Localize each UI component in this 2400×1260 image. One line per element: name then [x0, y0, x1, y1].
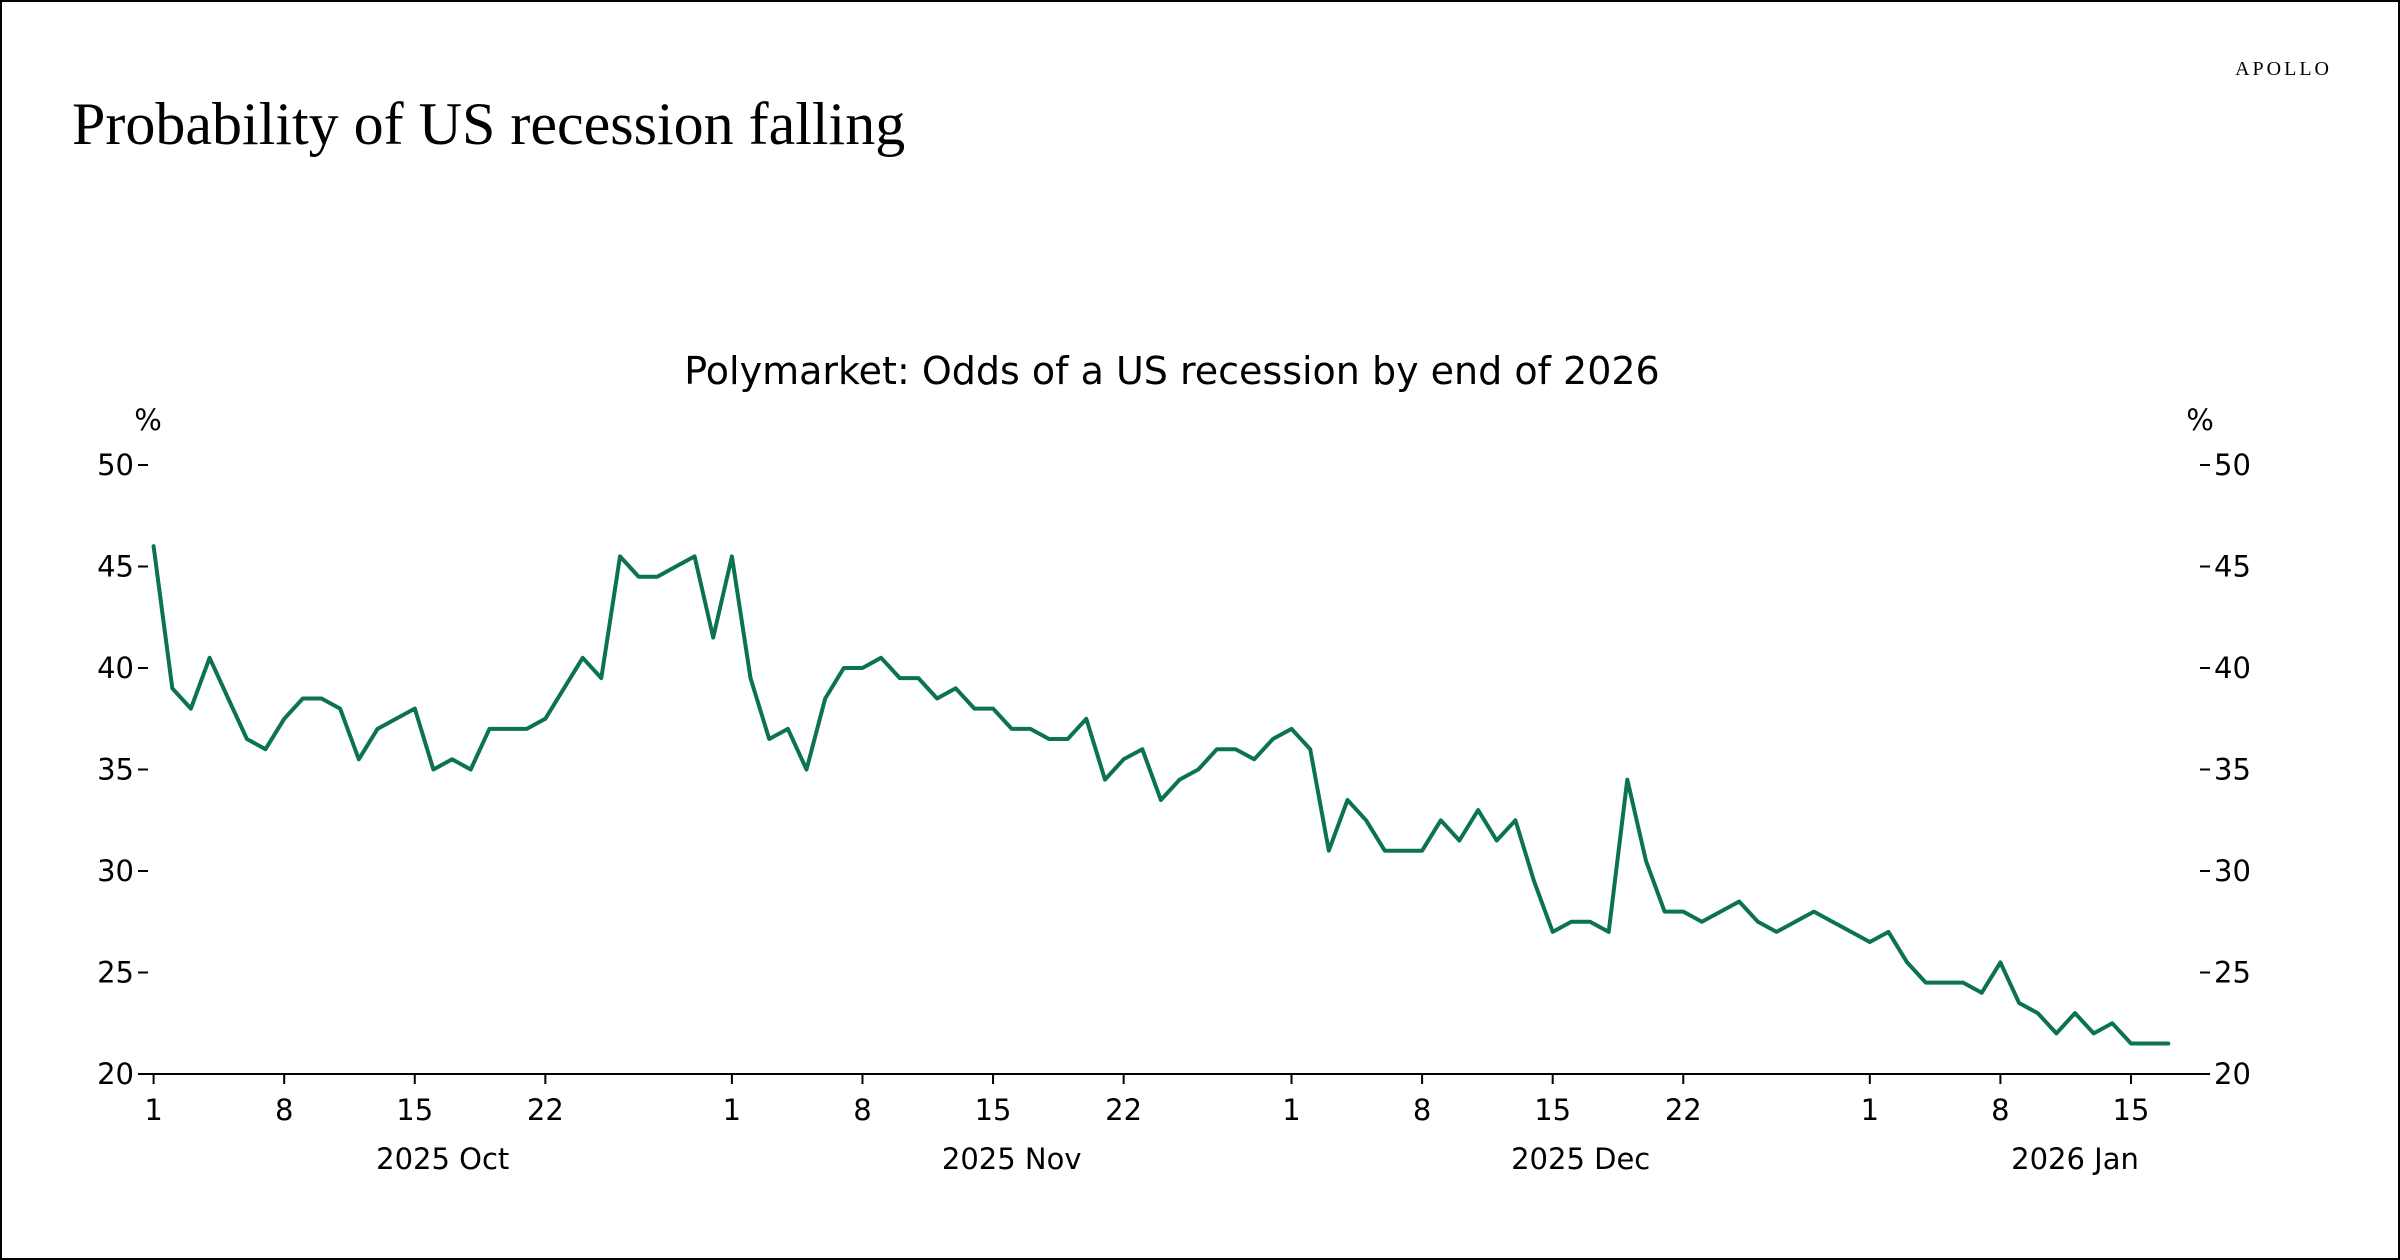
x-month-label: 2025 Nov: [942, 1142, 1082, 1176]
x-tick-label: 22: [1105, 1093, 1142, 1127]
y-tick-label-left: 35: [97, 753, 134, 787]
y-tick-label-right: 45: [2214, 550, 2251, 584]
y-tick-label-left: 25: [97, 956, 134, 990]
y-tick-label-right: 20: [2214, 1057, 2251, 1091]
x-tick-label: 15: [2113, 1093, 2150, 1127]
x-tick-label: 22: [527, 1093, 564, 1127]
x-tick-label: 8: [1413, 1093, 1431, 1127]
x-tick-label: 1: [144, 1093, 162, 1127]
x-axis: 1 8 15 22 1 8 15 22 1 8 15 22 1 8 15 2025 Oct 2025 Nov 20…: [144, 1073, 2200, 1176]
x-tick-label: 15: [1534, 1093, 1571, 1127]
x-tick-label: 1: [1282, 1093, 1300, 1127]
page-title: Probability of US recession falling: [72, 91, 906, 157]
x-tick-label: 8: [1991, 1093, 2009, 1127]
x-month-label: 2025 Oct: [376, 1142, 509, 1176]
y-tick-label-left: 50: [97, 448, 134, 482]
y-tick-label-left: 30: [97, 854, 134, 888]
y-tick-label-right: 35: [2214, 753, 2251, 787]
x-month-label: 2025 Dec: [1511, 1142, 1650, 1176]
y-tick-label-left: 20: [97, 1057, 134, 1091]
y-tick-label-right: 50: [2214, 448, 2251, 482]
y-axis-right: 20 25 30 35 40 45 50: [2200, 448, 2251, 1091]
x-tick-label: 22: [1665, 1093, 1702, 1127]
x-tick-label: 8: [275, 1093, 293, 1127]
y-axis-left: 20 25 30 35 40 45 50: [97, 448, 148, 1091]
y-axis-unit-left: %: [134, 403, 162, 437]
x-tick-label: 8: [853, 1093, 871, 1127]
series-group: [151, 544, 2171, 1046]
y-tick-label-right: 30: [2214, 854, 2251, 888]
x-month-label: 2026 Jan: [2011, 1142, 2139, 1176]
chart-title: Polymarket: Odds of a US recession by en…: [684, 349, 1659, 393]
x-tick-label: 1: [1861, 1093, 1879, 1127]
series-line: [151, 544, 2171, 1046]
x-tick-label: 1: [723, 1093, 741, 1127]
x-tick-label: 15: [396, 1093, 433, 1127]
y-tick-label-left: 45: [97, 550, 134, 584]
x-tick-label: 15: [975, 1093, 1012, 1127]
y-tick-label-right: 25: [2214, 956, 2251, 990]
y-tick-label-left: 40: [97, 651, 134, 685]
y-axis-unit-right: %: [2186, 403, 2214, 437]
brand-logo-text: APOLLO: [2235, 58, 2332, 80]
y-tick-label-right: 40: [2214, 651, 2251, 685]
